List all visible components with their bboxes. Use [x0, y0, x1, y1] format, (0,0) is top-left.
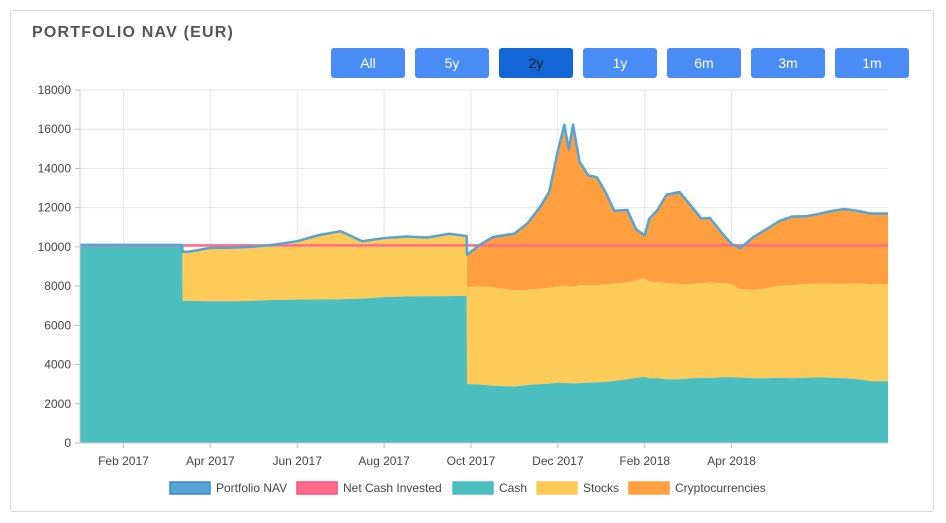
stocks-area	[80, 231, 888, 387]
legend-label-net-cash-invested: Net Cash Invested	[343, 481, 442, 495]
legend-swatch-net-cash-invested	[296, 481, 338, 495]
y-tick-label: 12000	[38, 201, 72, 215]
legend-swatch-cryptocurrencies	[628, 481, 670, 495]
crypto-area	[80, 124, 888, 291]
range-selector: All 5y 2y 1y 6m 3m 1m	[331, 48, 919, 78]
legend-label-cash: Cash	[499, 481, 527, 495]
legend-label-cryptocurrencies: Cryptocurrencies	[675, 481, 766, 495]
x-tick-label: Jun 2017	[273, 454, 323, 468]
legend-label-portfolio-nav: Portfolio NAV	[216, 481, 287, 495]
x-tick-label: Dec 2017	[532, 454, 584, 468]
chart-title: PORTFOLIO NAV (EUR)	[32, 24, 235, 41]
range-6m-button[interactable]: 6m	[667, 48, 741, 78]
y-tick-label: 6000	[44, 318, 71, 332]
y-tick-label: 16000	[38, 122, 72, 136]
y-tick-label: 10000	[38, 240, 72, 254]
range-3m-button[interactable]: 3m	[751, 48, 825, 78]
range-all-button[interactable]: All	[331, 48, 405, 78]
x-tick-label: Apr 2017	[186, 454, 235, 468]
x-tick-label: Feb 2018	[619, 454, 670, 468]
legend-swatch-cash	[452, 481, 494, 495]
legend-swatch-portfolio-nav	[169, 481, 211, 495]
portfolio-nav-line	[80, 123, 888, 256]
y-tick-label: 2000	[44, 397, 71, 411]
y-tick-label: 8000	[44, 279, 71, 293]
y-tick-label: 0	[64, 436, 71, 450]
y-tick-label: 4000	[44, 358, 71, 372]
x-tick-label: Oct 2017	[447, 454, 496, 468]
x-tick-label: Apr 2018	[707, 454, 756, 468]
legend-label-stocks: Stocks	[583, 481, 619, 495]
range-1m-button[interactable]: 1m	[835, 48, 909, 78]
y-tick-label: 18000	[38, 83, 72, 97]
range-5y-button[interactable]: 5y	[415, 48, 489, 78]
cash-area	[80, 244, 888, 443]
legend-swatch-stocks	[536, 481, 578, 495]
range-1y-button[interactable]: 1y	[583, 48, 657, 78]
x-tick-label: Aug 2017	[358, 454, 410, 468]
y-tick-label: 14000	[38, 161, 72, 175]
range-2y-button[interactable]: 2y	[499, 48, 573, 78]
x-tick-label: Feb 2017	[98, 454, 149, 468]
